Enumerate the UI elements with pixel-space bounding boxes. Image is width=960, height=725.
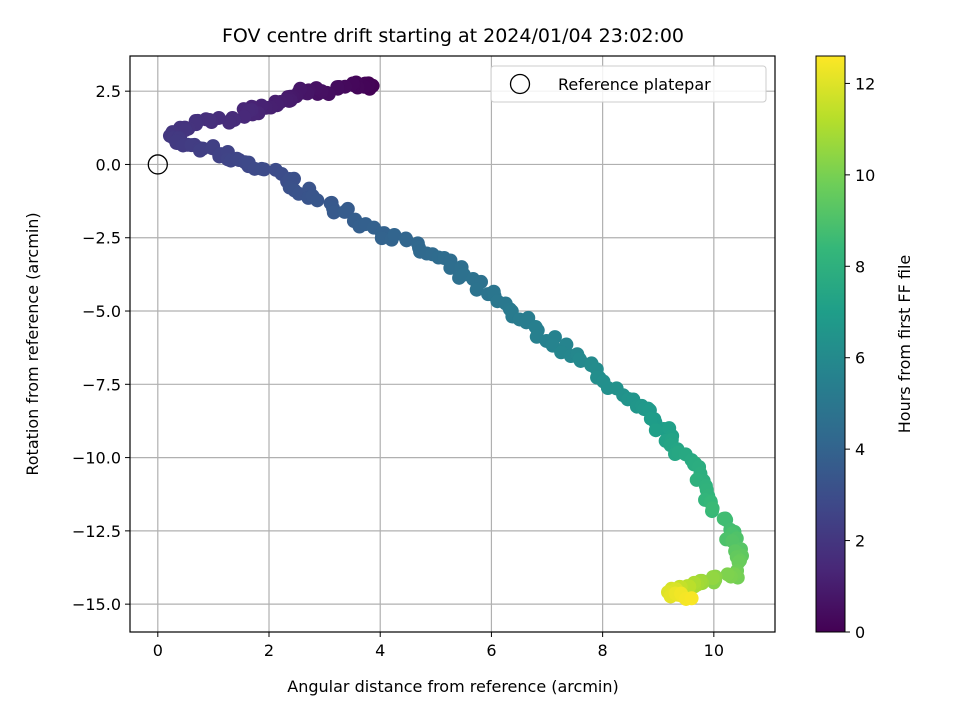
data-point — [337, 204, 352, 219]
colorbar-tick-label: 8 — [855, 257, 865, 276]
x-tick-label: 8 — [598, 641, 608, 660]
plot-frame — [129, 55, 776, 633]
y-tick-label: −2.5 — [82, 229, 121, 248]
colorbar-tick-label: 2 — [855, 532, 865, 551]
data-point — [716, 511, 731, 526]
legend-marker-icon — [509, 73, 531, 95]
colorbar-tick-label: 6 — [855, 349, 865, 368]
x-tick-label: 6 — [486, 641, 496, 660]
y-tick-label: 0.0 — [96, 155, 121, 174]
colorbar — [815, 55, 846, 633]
y-tick-label: 2.5 — [96, 82, 121, 101]
data-point — [684, 591, 699, 606]
colorbar-tick-label: 4 — [855, 440, 865, 459]
y-axis-label: Rotation from reference (arcmin) — [23, 212, 42, 475]
data-point — [202, 112, 217, 127]
x-tick-label: 0 — [153, 641, 163, 660]
data-point — [443, 260, 458, 275]
colorbar-tick-label: 0 — [855, 623, 865, 642]
data-point — [326, 205, 341, 220]
legend-box — [490, 65, 767, 103]
colorbar-tick-label: 10 — [855, 166, 875, 185]
data-point — [572, 352, 587, 367]
chart-title: FOV centre drift starting at 2024/01/04 … — [222, 25, 684, 47]
data-point — [720, 567, 735, 582]
data-point — [192, 143, 207, 158]
y-tick-label: −5.0 — [82, 302, 121, 321]
data-point — [469, 282, 484, 297]
colorbar-ticks: 0 2 4 6 8 10 12 — [845, 74, 875, 642]
data-point — [648, 423, 663, 438]
data-point — [387, 227, 402, 242]
data-point — [643, 411, 658, 426]
data-points — [162, 75, 749, 606]
y-axis-ticks: 2.5 0.0 −2.5 −5.0 −7.5 −10.0 −12.5 −15.0 — [72, 82, 130, 614]
data-point — [399, 233, 414, 248]
data-point — [254, 161, 269, 176]
y-tick-label: −12.5 — [72, 522, 121, 541]
x-axis-label: Angular distance from reference (arcmin) — [287, 677, 618, 696]
colorbar-label: Hours from first FF file — [895, 255, 914, 434]
x-tick-label: 2 — [264, 641, 274, 660]
legend-label: Reference platepar — [558, 75, 711, 94]
data-point — [310, 193, 325, 208]
reference-marker-group — [147, 154, 168, 175]
y-tick-label: −7.5 — [82, 375, 121, 394]
data-point — [705, 501, 720, 516]
x-tick-label: 10 — [704, 641, 724, 660]
reference-platepar-marker — [147, 154, 168, 175]
y-tick-label: −15.0 — [72, 595, 121, 614]
x-tick-label: 4 — [375, 641, 385, 660]
x-axis-ticks: 0 2 4 6 8 10 — [153, 632, 724, 660]
colorbar-tick-label: 12 — [855, 74, 875, 93]
data-point — [705, 571, 720, 586]
y-tick-label: −10.0 — [72, 449, 121, 468]
legend: Reference platepar — [490, 65, 767, 103]
